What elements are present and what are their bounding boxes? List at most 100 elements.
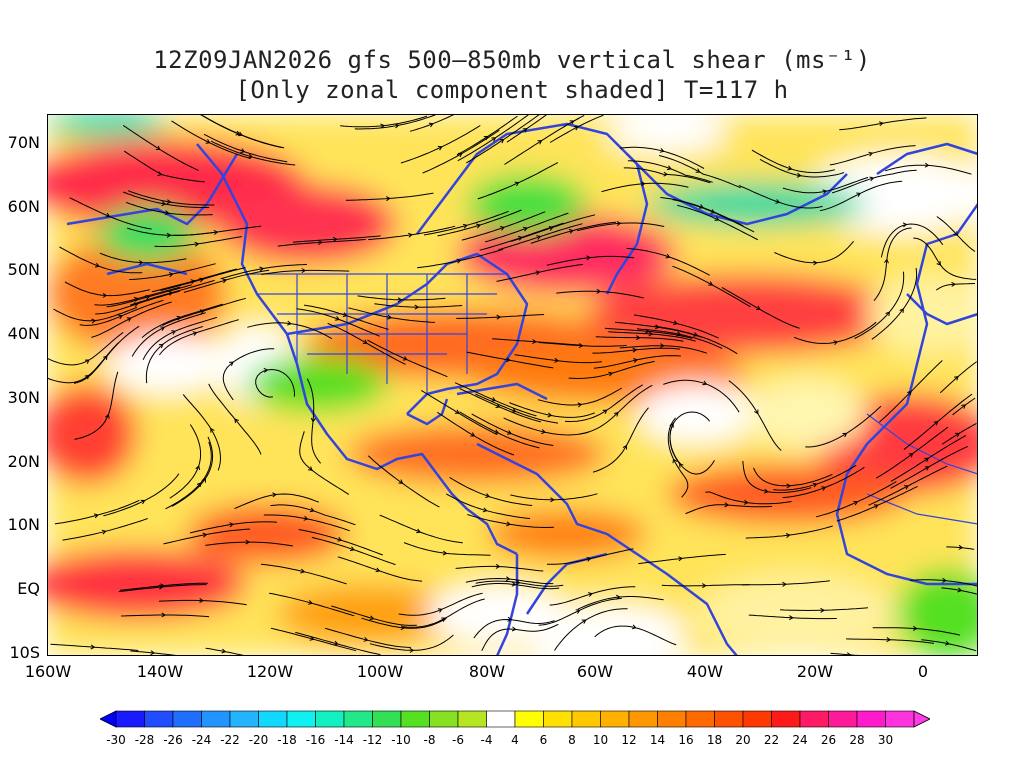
streamline-arrow bbox=[522, 226, 528, 232]
streamline-arrow bbox=[176, 315, 182, 321]
streamline-arrow bbox=[335, 316, 340, 321]
streamline-arrow bbox=[90, 644, 96, 650]
streamline-arrow bbox=[150, 650, 156, 656]
streamline-layer bbox=[47, 114, 978, 656]
streamline-arrow bbox=[309, 507, 315, 513]
colorbar-cell bbox=[600, 710, 630, 728]
streamline-arrow bbox=[936, 260, 942, 266]
streamline-arrow bbox=[775, 199, 781, 204]
streamline-arrow bbox=[586, 255, 592, 261]
streamline bbox=[946, 546, 975, 550]
streamline bbox=[354, 114, 438, 130]
streamline-arrow bbox=[514, 181, 520, 187]
streamline-arrow bbox=[666, 165, 672, 171]
lat-label-eq: EQ bbox=[17, 579, 40, 598]
streamline-arrow bbox=[272, 492, 278, 498]
streamline-arrow bbox=[596, 288, 602, 294]
streamline-arrow bbox=[899, 308, 904, 313]
streamline-arrow bbox=[536, 235, 542, 240]
streamline-arrow bbox=[437, 145, 443, 151]
streamline-arrow bbox=[699, 204, 705, 209]
streamline-arrow bbox=[201, 477, 206, 483]
streamline-arrow bbox=[846, 652, 852, 656]
streamline-arrow bbox=[160, 326, 166, 331]
streamline-arrow bbox=[363, 636, 369, 642]
streamline-arrow bbox=[511, 408, 517, 413]
streamline-arrow bbox=[833, 340, 839, 346]
colorbar-cell bbox=[286, 710, 316, 728]
streamline-arrow bbox=[158, 343, 164, 349]
streamline-arrow bbox=[166, 232, 172, 238]
streamline-arrow bbox=[494, 429, 499, 434]
shear-map bbox=[47, 114, 978, 656]
lon-label-40w: 40W bbox=[686, 662, 724, 681]
streamline-arrow bbox=[941, 577, 947, 583]
colorbar-cell bbox=[742, 710, 772, 728]
streamline-arrow bbox=[673, 320, 679, 326]
streamline-arrow bbox=[442, 550, 448, 556]
colorbar-label: 18 bbox=[706, 733, 723, 747]
streamline-arrow bbox=[454, 409, 460, 414]
map-title-line2: [Only zonal component shaded] T=117 h bbox=[235, 76, 789, 104]
streamline-arrow bbox=[550, 497, 555, 503]
streamline-arrow bbox=[337, 536, 343, 542]
streamline-arrow bbox=[873, 504, 879, 509]
colorbar-label: 14 bbox=[649, 733, 666, 747]
streamline-arrow bbox=[812, 482, 818, 488]
streamline-arrow bbox=[349, 546, 355, 552]
streamline-arrow bbox=[84, 359, 90, 364]
streamline-arrow bbox=[868, 151, 874, 157]
streamline-arrow bbox=[238, 131, 243, 137]
streamline-arrow bbox=[456, 258, 462, 264]
streamline-arrow bbox=[821, 486, 827, 491]
streamline-arrow bbox=[507, 616, 513, 622]
streamline-arrow bbox=[482, 507, 488, 513]
streamline-arrow bbox=[84, 374, 90, 380]
streamline-arrow bbox=[248, 153, 253, 159]
streamline-arrow bbox=[287, 320, 292, 326]
streamline bbox=[936, 216, 976, 252]
streamline-arrow bbox=[301, 268, 307, 274]
border-layer bbox=[247, 273, 978, 525]
streamline-arrow bbox=[409, 647, 415, 653]
colorbar-label: -12 bbox=[362, 733, 383, 747]
streamline bbox=[952, 397, 976, 416]
streamline bbox=[549, 114, 604, 143]
streamline-arrow bbox=[369, 615, 375, 621]
streamline-arrow bbox=[788, 615, 794, 621]
streamline-arrow bbox=[385, 196, 391, 202]
colorbar-label: 10 bbox=[592, 733, 609, 747]
streamline-arrow bbox=[103, 355, 108, 360]
streamline-arrow bbox=[300, 568, 306, 574]
streamline-arrow bbox=[676, 331, 682, 337]
streamline-arrow bbox=[577, 402, 583, 408]
lat-label-70n: 70N bbox=[7, 133, 40, 152]
map-frame bbox=[47, 114, 978, 656]
streamline-arrow bbox=[902, 222, 908, 228]
streamline-arrow bbox=[414, 304, 420, 310]
streamline-arrow bbox=[885, 311, 891, 317]
colorbar-label: -18 bbox=[277, 733, 297, 747]
streamline-arrow bbox=[907, 390, 912, 396]
streamline-arrow bbox=[537, 140, 543, 145]
lon-label-160w: 160W bbox=[24, 662, 72, 681]
colorbar-label: 26 bbox=[820, 733, 837, 747]
lon-label-100w: 100W bbox=[356, 662, 404, 681]
colorbar-cell bbox=[771, 710, 801, 728]
streamline-arrow bbox=[853, 500, 859, 506]
streamline-arrow bbox=[633, 358, 639, 363]
lon-label-120w: 120W bbox=[246, 662, 294, 681]
streamline-arrow bbox=[708, 281, 714, 286]
streamline-arrow bbox=[408, 232, 413, 238]
streamline-arrow bbox=[547, 412, 553, 418]
colorbar-label: -16 bbox=[305, 733, 326, 747]
streamline-arrow bbox=[924, 162, 930, 168]
colorbar-label: -22 bbox=[220, 733, 240, 747]
colorbar-label: 28 bbox=[849, 733, 865, 747]
lon-label-0: 0 bbox=[917, 662, 929, 681]
colorbar-label: -24 bbox=[191, 733, 212, 747]
colorbar-label: -4 bbox=[480, 733, 493, 747]
streamline-arrow bbox=[924, 466, 930, 471]
streamline-arrow bbox=[568, 228, 574, 234]
streamline-arrow bbox=[511, 581, 517, 587]
